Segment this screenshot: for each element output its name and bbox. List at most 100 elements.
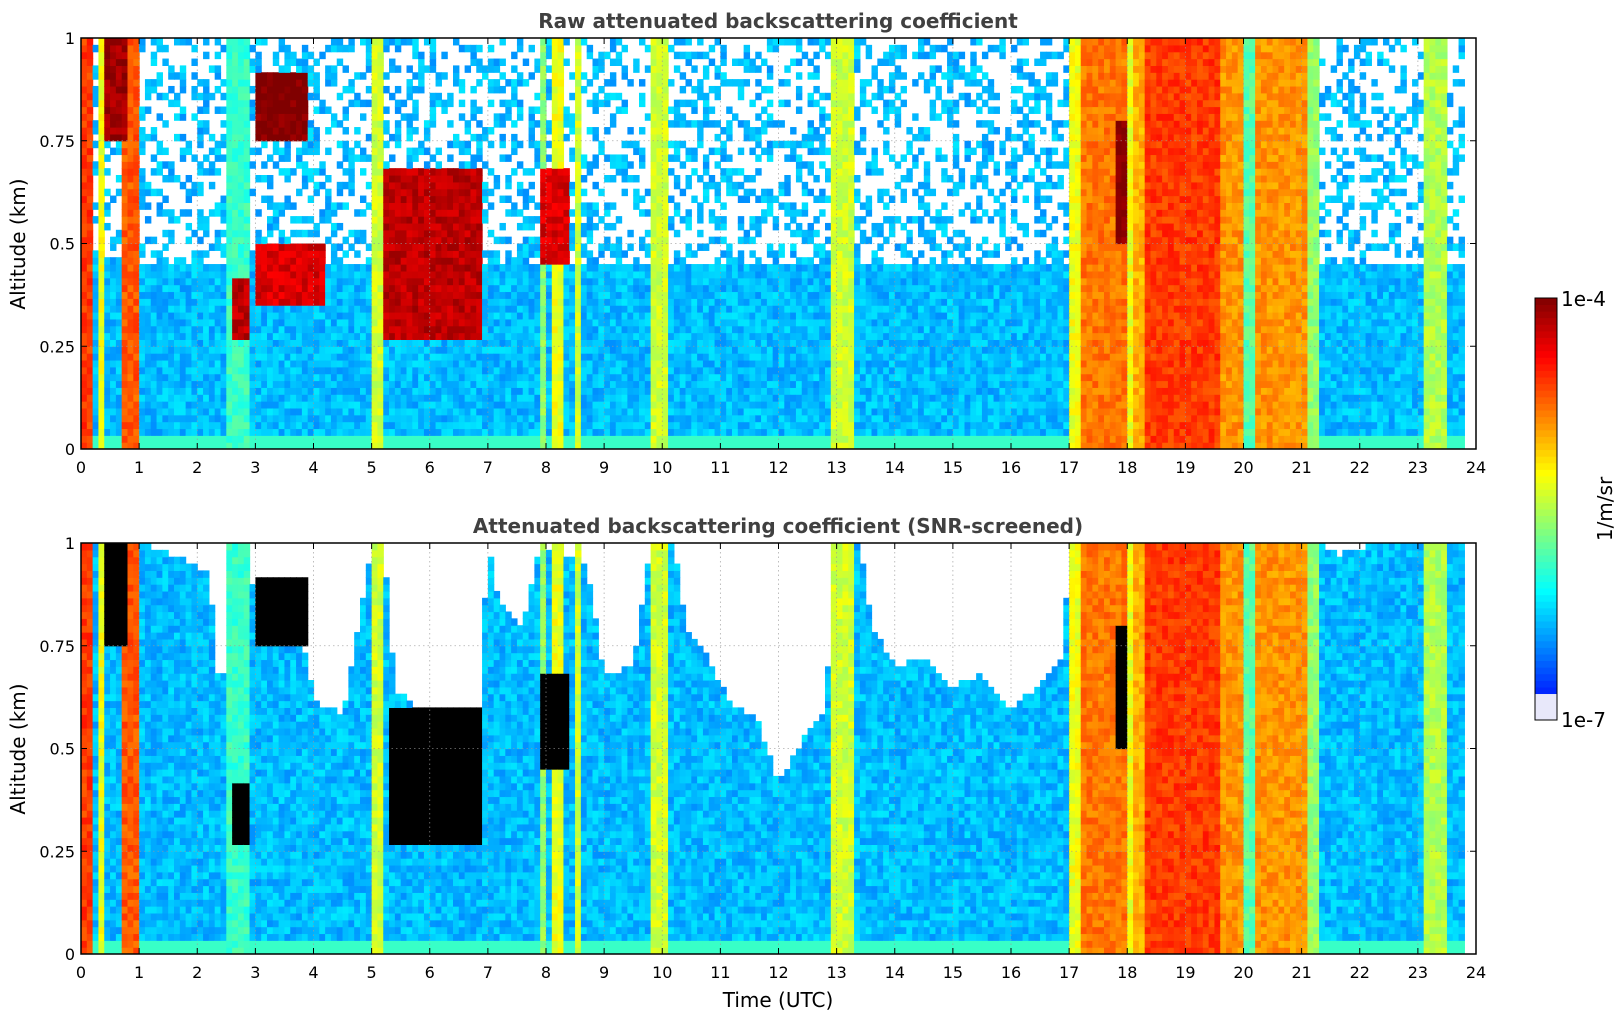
heatmap-cell [522, 243, 530, 251]
heatmap-cell [226, 175, 233, 183]
heatmap-cell [685, 120, 692, 128]
heatmap-cell [179, 359, 187, 368]
heatmap-cell [435, 366, 442, 375]
heatmap-cell [185, 222, 193, 231]
heatmap-cell [220, 394, 227, 402]
heatmap-cell [563, 120, 570, 128]
heatmap-cell [174, 312, 181, 320]
heatmap-cell [499, 277, 506, 286]
heatmap-cell [482, 428, 489, 436]
heatmap-cell [232, 421, 239, 430]
heatmap-cell [551, 195, 559, 203]
heatmap-cell [389, 298, 396, 306]
heatmap-cell [319, 373, 326, 382]
heatmap-cell [110, 414, 117, 423]
heatmap-cell [92, 305, 100, 313]
heatmap-cell [447, 298, 454, 306]
heatmap-cell [139, 175, 146, 183]
heatmap-cell [127, 202, 134, 210]
heatmap-cell [609, 264, 617, 272]
heatmap-cell [220, 366, 227, 375]
heatmap-cell [685, 394, 692, 402]
heatmap-cell [139, 373, 146, 382]
heatmap-cell [650, 168, 658, 176]
heatmap-cell [191, 85, 198, 94]
heatmap-cell [470, 51, 477, 60]
heatmap-cell [127, 175, 134, 183]
heatmap-cell [389, 277, 396, 286]
heatmap-cell [197, 325, 204, 334]
heatmap-cell [575, 175, 582, 183]
heatmap-cell [81, 175, 88, 183]
heatmap-cell [592, 407, 599, 416]
heatmap-cell [563, 339, 570, 347]
heatmap-cell [208, 168, 216, 176]
heatmap-cell [243, 414, 251, 423]
heatmap-cell [115, 353, 123, 361]
heatmap-cell [86, 154, 94, 162]
heatmap-cell [609, 414, 617, 423]
heatmap-cell [179, 353, 187, 361]
heatmap-cell [208, 339, 216, 347]
heatmap-cell [476, 366, 483, 375]
heatmap-cell [243, 140, 251, 149]
heatmap-cell [621, 414, 628, 423]
heatmap-cell [174, 332, 181, 340]
heatmap-cell [528, 44, 535, 53]
heatmap-cell [383, 359, 390, 368]
heatmap-cell [662, 72, 669, 80]
heatmap-cell [98, 421, 105, 430]
heatmap-cell [563, 202, 570, 210]
heatmap-cell [615, 387, 623, 395]
heatmap-cell [470, 113, 477, 121]
heatmap-cell [261, 435, 268, 443]
heatmap-cell [174, 401, 181, 409]
heatmap-cell [679, 113, 687, 121]
heatmap-cell [133, 401, 140, 409]
heatmap-cell [348, 181, 355, 190]
heatmap-cell [133, 72, 140, 80]
heatmap-cell [429, 209, 437, 217]
heatmap-cell [365, 325, 373, 334]
heatmap-cell [644, 435, 652, 443]
heatmap-cell [412, 127, 419, 135]
heatmap-cell [685, 407, 692, 416]
heatmap-cell [580, 394, 588, 402]
heatmap-cell [98, 353, 105, 361]
heatmap-cell [284, 428, 291, 436]
heatmap-cell [406, 92, 413, 101]
heatmap-cell [453, 243, 460, 251]
heatmap-cell [127, 106, 134, 114]
heatmap-cell [429, 339, 437, 347]
heatmap-cell [290, 113, 297, 121]
heatmap-cell [702, 442, 710, 449]
heatmap-cell [522, 373, 530, 382]
heatmap-cell [371, 175, 379, 183]
heatmap-cell [86, 168, 94, 176]
heatmap-cell [139, 407, 146, 416]
heatmap-cell [557, 270, 565, 279]
heatmap-cell [243, 339, 251, 347]
heatmap-cell [232, 277, 239, 286]
heatmap-cell [208, 277, 216, 286]
heatmap-cell [290, 428, 297, 436]
heatmap-cell [179, 284, 187, 293]
heatmap-cell [133, 435, 140, 443]
heatmap-cell [307, 387, 315, 395]
heatmap-cell [406, 154, 413, 162]
heatmap-cell [656, 318, 663, 327]
heatmap-cell [144, 346, 152, 354]
heatmap-cell [575, 284, 582, 293]
heatmap-cell [557, 428, 565, 436]
heatmap-cell [243, 58, 251, 66]
heatmap-cell [168, 401, 175, 409]
heatmap-cell [255, 332, 262, 340]
heatmap-cell [296, 380, 303, 388]
heatmap-cell [220, 270, 227, 279]
heatmap-cell [615, 359, 623, 368]
heatmap-cell [702, 92, 710, 101]
heatmap-cell [197, 346, 204, 354]
heatmap-cell [702, 394, 710, 402]
heatmap-cell [139, 264, 146, 272]
heatmap-cell [650, 318, 658, 327]
